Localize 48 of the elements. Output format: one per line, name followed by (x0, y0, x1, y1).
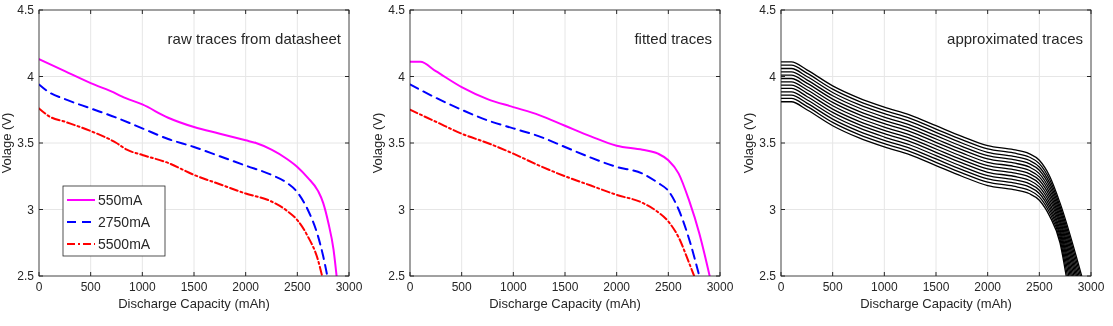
x-tick-label: 500 (451, 280, 472, 294)
x-tick-label: 2000 (232, 280, 260, 294)
x-tick-label: 0 (35, 280, 43, 294)
annotation: approximated traces (947, 30, 1083, 47)
x-tick-label: 0 (406, 280, 414, 294)
y-axis-title: Volage (V) (370, 112, 385, 174)
legend-label: 2750mA (98, 214, 151, 230)
y-tick-label: 3 (27, 202, 35, 217)
y-tick-label: 4.5 (17, 3, 35, 17)
x-tick-label: 3000 (1077, 280, 1105, 294)
y-tick-label: 3 (398, 202, 406, 217)
legend-label: 550mA (98, 192, 144, 208)
x-tick-label: 500 (80, 280, 101, 294)
x-tick-label: 1000 (499, 280, 527, 294)
y-tick-label: 3.5 (759, 136, 777, 150)
y-tick-label: 4 (769, 69, 777, 84)
y-tick-label: 4 (398, 69, 406, 84)
x-tick-label: 3000 (335, 280, 363, 294)
x-axis-title: Discharge Capacity (mAh) (489, 296, 641, 311)
y-tick-label: 4.5 (388, 3, 406, 17)
x-tick-label: 1000 (870, 280, 898, 294)
y-tick-label: 3 (769, 202, 777, 217)
legend-label: 5500mA (98, 236, 151, 252)
x-tick-label: 2500 (654, 280, 682, 294)
x-axis-title: Discharge Capacity (mAh) (860, 296, 1012, 311)
y-tick-label: 4 (27, 69, 35, 84)
x-tick-label: 1000 (128, 280, 156, 294)
x-tick-label: 1500 (180, 280, 208, 294)
y-tick-label: 2.5 (17, 269, 35, 283)
x-tick-label: 2000 (974, 280, 1002, 294)
x-tick-label: 2000 (603, 280, 631, 294)
x-tick-label: 2500 (1025, 280, 1053, 294)
x-tick-label: 3000 (706, 280, 734, 294)
x-axis-title: Discharge Capacity (mAh) (118, 296, 270, 311)
y-axis-title: Volage (V) (0, 112, 14, 174)
y-tick-label: 3.5 (17, 136, 35, 150)
annotation: fitted traces (634, 30, 712, 47)
x-tick-label: 1500 (922, 280, 950, 294)
y-tick-label: 3.5 (388, 136, 406, 150)
y-tick-label: 2.5 (388, 269, 406, 283)
x-tick-label: 0 (777, 280, 785, 294)
annotation: raw traces from datasheet (167, 30, 342, 47)
y-axis-title: Volage (V) (741, 112, 756, 174)
y-tick-label: 2.5 (759, 269, 777, 283)
x-tick-label: 1500 (551, 280, 579, 294)
x-tick-label: 2500 (283, 280, 311, 294)
x-tick-label: 500 (822, 280, 843, 294)
y-tick-label: 4.5 (759, 3, 777, 17)
